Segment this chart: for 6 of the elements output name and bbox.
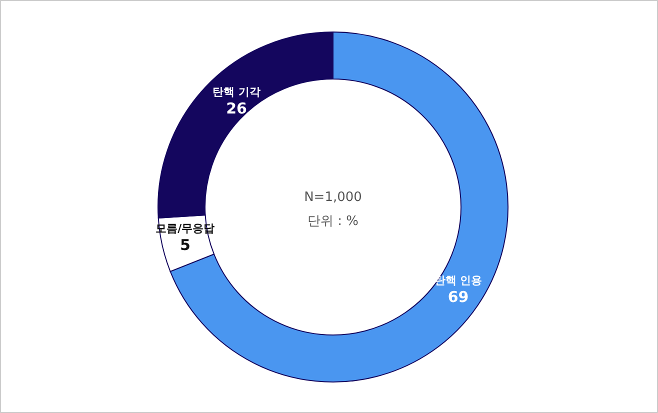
text: 단위 : % [308,214,358,229]
slice-label: 탄핵 기각 [212,85,260,98]
data-label: 26 [226,99,247,118]
text: N=1,000 [304,190,362,205]
data-label: 5 [180,236,190,254]
data-label: 69 [448,288,469,306]
